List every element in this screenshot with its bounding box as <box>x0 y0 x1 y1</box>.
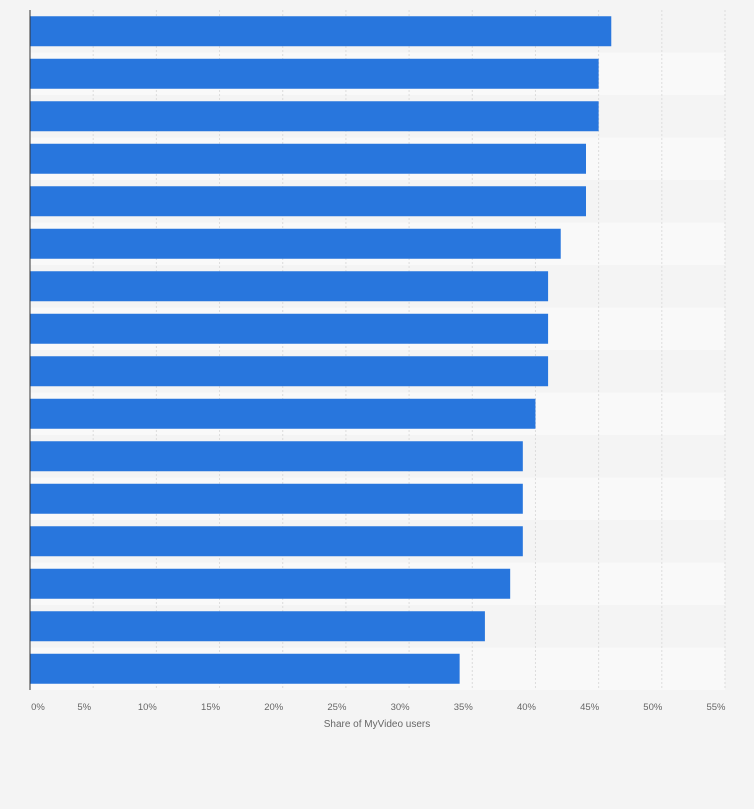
x-tick-label: 20% <box>264 702 284 713</box>
bar[interactable] <box>30 186 586 217</box>
bar[interactable] <box>30 526 523 557</box>
bar[interactable] <box>30 568 511 599</box>
bar[interactable] <box>30 483 523 514</box>
x-tick-label: 15% <box>201 702 221 713</box>
x-tick-label: 0% <box>31 702 45 713</box>
x-tick-label: 35% <box>454 702 474 713</box>
bar[interactable] <box>30 356 549 387</box>
x-tick-label: 45% <box>580 702 600 713</box>
x-tick-label: 40% <box>517 702 537 713</box>
x-tick-label: 55% <box>706 702 726 713</box>
bar[interactable] <box>30 611 485 642</box>
x-tick-label: 5% <box>77 702 91 713</box>
bar[interactable] <box>30 58 599 89</box>
x-tick-labels: 0% 5% 10% 15% 20% 25% 30% 35% 40% 45% 50% 55% <box>31 702 726 713</box>
bar[interactable] <box>30 228 561 259</box>
bar[interactable] <box>30 398 536 429</box>
x-tick-label: 10% <box>138 702 158 713</box>
x-tick-label: 50% <box>643 702 663 713</box>
bars <box>30 16 612 684</box>
bar[interactable] <box>30 441 523 472</box>
bar[interactable] <box>30 101 599 132</box>
bar[interactable] <box>30 271 549 302</box>
x-axis-title: Share of MyVideo users <box>324 719 431 730</box>
x-tick-label: 25% <box>327 702 347 713</box>
x-tick-label: 30% <box>391 702 411 713</box>
bar[interactable] <box>30 313 549 344</box>
bar[interactable] <box>30 143 586 174</box>
bar[interactable] <box>30 16 612 47</box>
bar[interactable] <box>30 653 460 684</box>
